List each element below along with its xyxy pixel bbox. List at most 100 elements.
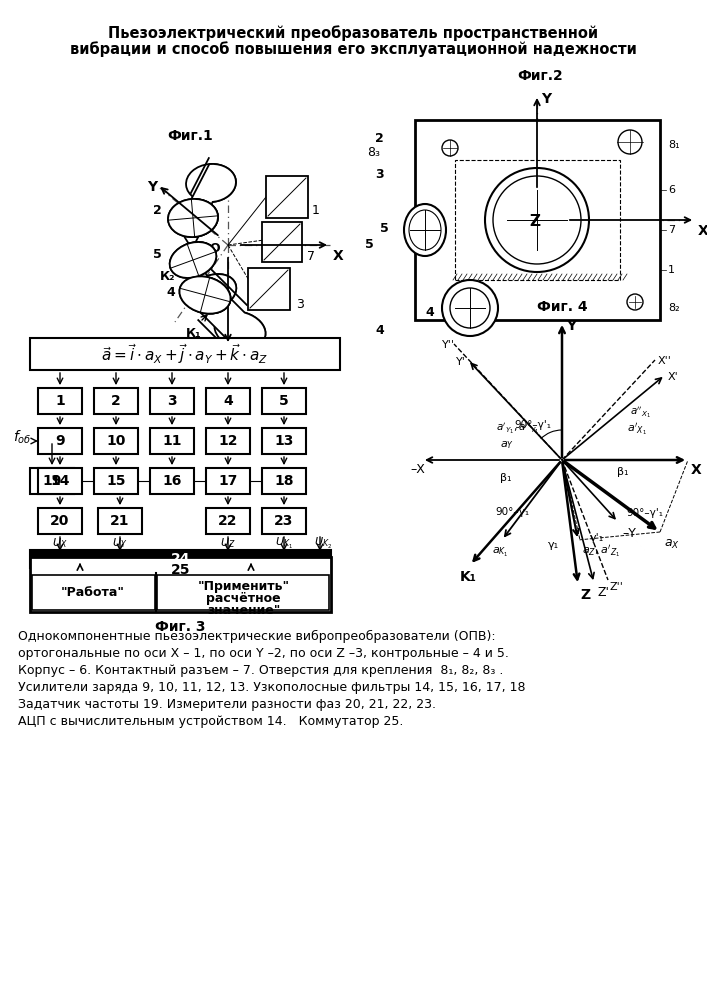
Text: К₂: К₂ [160,270,175,283]
Text: –Y: –Y [622,527,636,540]
Text: 24: 24 [171,552,190,566]
Bar [32,575,156,610]
Polygon shape [192,164,236,237]
Bar [98,508,142,534]
Bar [262,508,306,534]
Text: Z': Z' [597,586,609,599]
Text: "Применить": "Применить" [198,580,290,593]
Text: 8₂: 8₂ [668,303,679,313]
Ellipse shape [214,311,266,349]
Bar [94,428,138,454]
Bar [158,575,329,610]
Bar [206,428,250,454]
Circle shape [450,288,490,328]
Text: $a'_{X_1}$: $a'_{X_1}$ [627,422,647,438]
Bar [150,428,194,454]
Text: 4: 4 [425,306,434,318]
Text: $U_{K_1}$: $U_{K_1}$ [275,536,293,551]
Text: 16: 16 [163,474,182,488]
Text: $U_{K_2}$: $U_{K_2}$ [314,536,332,551]
Text: 5: 5 [279,394,289,408]
Text: 3: 3 [375,168,384,182]
Text: γ'₁: γ'₁ [590,533,604,543]
Ellipse shape [186,164,236,202]
Text: Да: Да [59,571,76,584]
Polygon shape [187,242,236,308]
Text: 19: 19 [42,474,62,488]
Text: 1: 1 [312,204,320,217]
Text: $a'_{Y_1},a''_{Y_1}$: $a'_{Y_1},a''_{Y_1}$ [496,420,539,436]
Text: $U_Z$: $U_Z$ [220,536,236,550]
Text: 2: 2 [375,131,384,144]
Text: β₁: β₁ [617,467,629,477]
Text: Нет: Нет [255,571,279,584]
Text: 3: 3 [296,298,304,312]
Text: 1: 1 [668,265,675,275]
Text: 23: 23 [274,514,293,528]
Text: Y: Y [541,92,551,106]
Text: "Работа": "Работа" [62,586,125,599]
Bar [150,468,194,494]
Text: 11: 11 [162,434,182,448]
Circle shape [442,280,498,336]
Bar [262,388,306,414]
Text: Y': Y' [456,357,466,367]
Text: γ₁: γ₁ [548,540,559,550]
Bar [94,468,138,494]
Text: 10: 10 [106,434,126,448]
Bar [150,388,194,414]
Bar [262,428,306,454]
Bar [206,508,250,534]
Text: –X: –X [410,463,425,476]
Text: 13: 13 [274,434,293,448]
Text: 90°–γ₁: 90°–γ₁ [495,507,529,517]
Ellipse shape [404,204,446,256]
Text: 15: 15 [106,474,126,488]
Text: 4: 4 [375,324,384,336]
Text: Z: Z [232,348,242,362]
Text: 90°–γ'₁: 90°–γ'₁ [626,508,663,518]
Text: 5: 5 [380,222,389,234]
Text: $a_Y$: $a_Y$ [500,439,514,451]
Text: X: X [333,249,344,263]
Bar [455,160,620,280]
Text: 22: 22 [218,514,238,528]
Text: 17: 17 [218,474,238,488]
Text: 9: 9 [55,434,65,448]
Text: 8₃: 8₃ [367,145,380,158]
Text: расчётное: расчётное [206,592,281,605]
Text: Z: Z [529,214,540,229]
Text: 90°–γ'₁: 90°–γ'₁ [515,420,551,430]
Text: 25: 25 [171,563,190,577]
Text: Z'': Z'' [610,582,624,592]
Bar [415,120,660,320]
Circle shape [627,294,643,310]
Text: 2: 2 [111,394,121,408]
Bar [38,508,82,534]
Circle shape [618,130,642,154]
Bar [262,222,302,262]
Ellipse shape [170,242,216,278]
Bar [30,550,331,568]
Text: Фиг.2: Фиг.2 [517,69,563,83]
Text: 4: 4 [166,286,175,298]
Text: 3: 3 [167,394,177,408]
Bar [30,557,331,612]
Circle shape [442,140,458,156]
Bar [206,468,250,494]
Bar [262,468,306,494]
Text: Однокомпонентные пьезоэлектрические вибропреобразователи (ОПВ):: Однокомпонентные пьезоэлектрические вибр… [18,630,496,643]
Text: β₁: β₁ [500,473,511,483]
Text: $a_{K_1}$: $a_{K_1}$ [492,546,509,559]
Text: 8₁: 8₁ [668,140,679,150]
Text: O: O [209,242,220,255]
Text: Фиг. 4: Фиг. 4 [537,300,588,314]
Text: К₁: К₁ [186,327,201,340]
Text: АЦП с вычислительным устройством 14.   Коммутатор 25.: АЦП с вычислительным устройством 14. Ком… [18,715,404,728]
Ellipse shape [409,210,441,250]
Bar [30,468,74,494]
Text: значение": значение" [207,604,281,617]
Bar [248,268,290,310]
Ellipse shape [170,242,216,278]
Text: 14: 14 [50,474,70,488]
